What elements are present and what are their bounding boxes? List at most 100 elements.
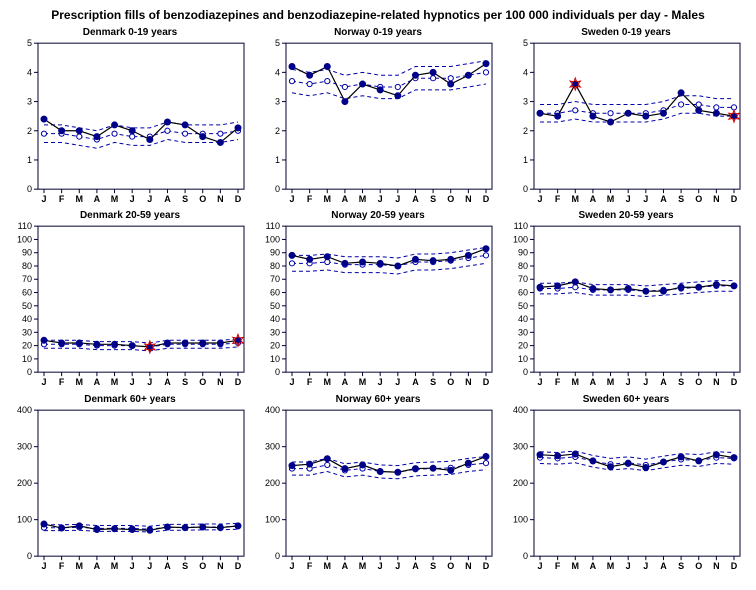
svg-text:D: D <box>235 194 242 204</box>
svg-text:D: D <box>483 377 490 387</box>
plot-area: 012345JFMAMJJASOND <box>256 39 500 207</box>
svg-text:80: 80 <box>270 261 280 271</box>
svg-text:70: 70 <box>518 275 528 285</box>
svg-text:20: 20 <box>22 341 32 351</box>
svg-text:0: 0 <box>275 551 280 561</box>
svg-text:100: 100 <box>513 235 528 245</box>
svg-text:2: 2 <box>275 126 280 136</box>
svg-text:M: M <box>111 561 119 571</box>
svg-text:S: S <box>678 194 684 204</box>
svg-text:M: M <box>76 194 84 204</box>
svg-text:O: O <box>199 561 206 571</box>
svg-text:0: 0 <box>523 184 528 194</box>
panel: Denmark 60+ years0100200300400JFMAMJJASO… <box>8 393 252 574</box>
svg-text:200: 200 <box>17 478 32 488</box>
svg-text:A: A <box>660 561 667 571</box>
svg-text:M: M <box>111 377 119 387</box>
svg-text:J: J <box>41 561 46 571</box>
svg-text:10: 10 <box>22 354 32 364</box>
svg-text:N: N <box>217 377 224 387</box>
panel: Norway 20-59 years0102030405060708090100… <box>256 209 500 390</box>
svg-text:M: M <box>111 194 119 204</box>
svg-text:1: 1 <box>523 155 528 165</box>
panel-title: Denmark 20-59 years <box>8 210 252 221</box>
svg-text:110: 110 <box>514 222 528 231</box>
svg-text:A: A <box>342 194 349 204</box>
svg-text:M: M <box>324 561 332 571</box>
svg-text:50: 50 <box>270 301 280 311</box>
panel-title: Sweden 60+ years <box>504 394 748 405</box>
svg-text:M: M <box>324 194 332 204</box>
svg-text:J: J <box>378 561 383 571</box>
svg-text:A: A <box>94 194 101 204</box>
svg-text:5: 5 <box>27 39 32 48</box>
panel: Sweden 60+ years0100200300400JFMAMJJASON… <box>504 393 748 574</box>
svg-text:M: M <box>572 194 580 204</box>
plot-area: 0100200300400JFMAMJJASOND <box>256 406 500 574</box>
svg-text:40: 40 <box>518 314 528 324</box>
svg-text:J: J <box>395 377 400 387</box>
svg-text:D: D <box>483 194 490 204</box>
svg-text:J: J <box>626 561 631 571</box>
svg-text:4: 4 <box>523 67 528 77</box>
svg-text:90: 90 <box>518 248 528 258</box>
panel: Denmark 20-59 years010203040506070809010… <box>8 209 252 390</box>
svg-text:70: 70 <box>270 275 280 285</box>
svg-text:J: J <box>289 194 294 204</box>
svg-text:0: 0 <box>275 184 280 194</box>
plot-area: 012345JFMAMJJASOND <box>8 39 252 207</box>
svg-text:30: 30 <box>22 328 32 338</box>
svg-text:J: J <box>130 561 135 571</box>
svg-text:F: F <box>555 377 561 387</box>
plot-area: 0102030405060708090100110JFMAMJJASOND <box>8 222 252 390</box>
svg-text:M: M <box>359 377 367 387</box>
panel: Norway 0-19 years012345JFMAMJJASOND <box>256 26 500 207</box>
plot-area: 0102030405060708090100110JFMAMJJASOND <box>256 222 500 390</box>
svg-text:M: M <box>572 377 580 387</box>
plot-area: 012345JFMAMJJASOND <box>504 39 748 207</box>
svg-text:J: J <box>41 377 46 387</box>
svg-text:D: D <box>731 377 738 387</box>
svg-text:M: M <box>76 561 84 571</box>
panel-title: Sweden 0-19 years <box>504 27 748 38</box>
svg-text:O: O <box>447 561 454 571</box>
svg-text:J: J <box>289 377 294 387</box>
svg-text:4: 4 <box>27 67 32 77</box>
svg-text:O: O <box>695 561 702 571</box>
svg-text:A: A <box>164 377 171 387</box>
svg-text:S: S <box>678 561 684 571</box>
svg-text:20: 20 <box>518 341 528 351</box>
svg-text:D: D <box>483 561 490 571</box>
svg-text:0: 0 <box>27 551 32 561</box>
svg-text:F: F <box>307 561 313 571</box>
svg-text:O: O <box>199 194 206 204</box>
svg-text:80: 80 <box>22 261 32 271</box>
svg-text:A: A <box>412 561 419 571</box>
svg-text:J: J <box>643 561 648 571</box>
panel-title: Denmark 60+ years <box>8 394 252 405</box>
svg-text:J: J <box>41 194 46 204</box>
plot-area: 0102030405060708090100110JFMAMJJASOND <box>504 222 748 390</box>
svg-text:M: M <box>607 561 615 571</box>
svg-text:S: S <box>430 194 436 204</box>
svg-text:J: J <box>537 194 542 204</box>
svg-text:F: F <box>307 377 313 387</box>
svg-text:J: J <box>378 377 383 387</box>
svg-text:O: O <box>447 377 454 387</box>
svg-text:0: 0 <box>27 184 32 194</box>
svg-text:S: S <box>430 561 436 571</box>
svg-text:10: 10 <box>518 354 528 364</box>
svg-text:M: M <box>324 377 332 387</box>
svg-text:100: 100 <box>17 235 32 245</box>
svg-text:M: M <box>359 194 367 204</box>
svg-text:M: M <box>607 377 615 387</box>
svg-text:400: 400 <box>17 406 32 415</box>
svg-text:1: 1 <box>27 155 32 165</box>
svg-text:0: 0 <box>275 367 280 377</box>
svg-text:N: N <box>465 194 472 204</box>
svg-text:N: N <box>465 561 472 571</box>
svg-text:F: F <box>555 194 561 204</box>
svg-text:400: 400 <box>513 406 528 415</box>
svg-text:J: J <box>626 194 631 204</box>
panel: Denmark 0-19 years012345JFMAMJJASOND <box>8 26 252 207</box>
